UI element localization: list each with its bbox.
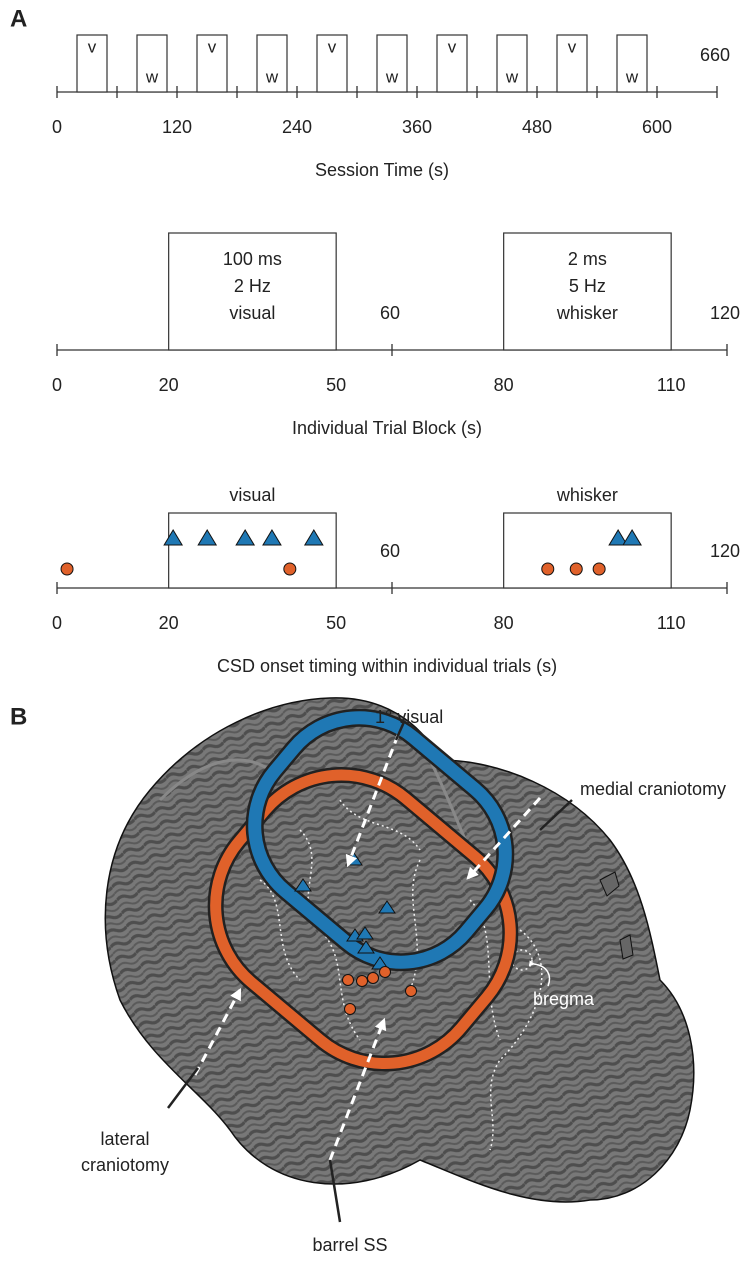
x-tick-label: 240 — [282, 117, 312, 137]
stimulus-block — [256, 34, 288, 93]
stimulus-block — [76, 34, 108, 93]
block-label: whisker — [556, 303, 618, 323]
block-label: whisker — [556, 485, 618, 505]
x-tick-label: 50 — [326, 375, 346, 395]
pointer — [466, 796, 542, 880]
block-label: v — [448, 37, 457, 56]
block-label: 2 ms — [568, 249, 607, 269]
block-label: w — [145, 67, 159, 86]
label: lateral — [100, 1129, 149, 1149]
x-tick-label: 120 — [710, 541, 740, 561]
block-label: w — [625, 67, 639, 86]
stimulus-block — [196, 34, 228, 93]
csd-onset — [60, 562, 74, 576]
csd-onset — [262, 529, 282, 546]
stimulus-block — [616, 34, 648, 93]
leader — [328, 1159, 342, 1223]
csd-onset — [303, 529, 324, 546]
csd-onset — [197, 529, 218, 546]
x-tick-label: 50 — [326, 613, 346, 633]
block-label: 2 Hz — [234, 276, 271, 296]
x-tick-label: 60 — [380, 541, 400, 561]
csd-onset — [608, 529, 629, 546]
block-label: visual — [229, 303, 275, 323]
leader — [394, 721, 406, 741]
x-tick-label: 120 — [710, 303, 740, 323]
x-tick-label: 110 — [657, 375, 686, 395]
brain-diagram: 1° visual medial craniotomy bregma later… — [81, 697, 726, 1255]
axis-title: Session Time (s) — [315, 160, 449, 180]
csd-onset — [622, 529, 642, 546]
block-label: visual — [229, 485, 275, 505]
bregma-arrow — [528, 960, 551, 987]
csd-onset — [163, 529, 184, 546]
label: 1° visual — [375, 707, 443, 727]
block-label: v — [88, 37, 97, 56]
brain-fragment — [599, 871, 634, 960]
stimulus-block — [496, 34, 528, 93]
block-label: w — [265, 67, 279, 86]
x-tick-label: 0 — [52, 613, 62, 633]
csd-onset — [541, 562, 555, 576]
panel-label: B — [10, 703, 27, 730]
csd-site-whisker — [342, 966, 417, 1015]
x-tick-label: 0 — [52, 375, 62, 395]
x-tick-label: 0 — [52, 117, 62, 137]
leader — [167, 1067, 199, 1109]
stimulus-block — [316, 34, 348, 93]
medial-craniotomy — [248, 711, 512, 969]
stimulus-block — [556, 34, 588, 93]
block-label: v — [208, 37, 217, 56]
leader — [539, 799, 573, 831]
axis-title: Individual Trial Block (s) — [292, 418, 482, 438]
label: medial craniotomy — [580, 779, 726, 799]
block-label: w — [505, 67, 519, 86]
stimulus-block — [436, 34, 468, 93]
csd-onset — [283, 562, 297, 576]
stimulus-block — [168, 232, 337, 351]
axis-title: CSD onset timing within individual trial… — [217, 656, 557, 676]
block-label: v — [568, 37, 577, 56]
block-label: v — [328, 37, 337, 56]
label: barrel SS — [312, 1235, 387, 1255]
csd-onset — [592, 562, 606, 576]
block-label: w — [385, 67, 399, 86]
stimulus-block — [136, 34, 168, 93]
x-tick-label: 360 — [402, 117, 432, 137]
x-tick-label: 20 — [159, 613, 179, 633]
x-tick-label: 110 — [657, 613, 686, 633]
csd-onset — [569, 562, 583, 576]
csd-onset — [235, 529, 256, 546]
x-tick-label: 660 — [700, 45, 730, 65]
panel-label: A — [10, 5, 27, 32]
x-tick-label: 80 — [494, 375, 514, 395]
label: craniotomy — [81, 1155, 169, 1175]
x-tick-label: 20 — [159, 375, 179, 395]
block-label: 100 ms — [223, 249, 282, 269]
stimulus-block — [503, 512, 672, 589]
label: bregma — [533, 989, 595, 1009]
x-tick-label: 120 — [162, 117, 192, 137]
pointer — [193, 987, 242, 1076]
x-tick-label: 600 — [642, 117, 672, 137]
stimulus-block — [168, 512, 337, 589]
stimulus-block — [376, 34, 408, 93]
x-tick-label: 480 — [522, 117, 552, 137]
block-label: 5 Hz — [569, 276, 606, 296]
pointer — [328, 1017, 387, 1161]
stimulus-block — [503, 232, 672, 351]
pointer — [345, 734, 400, 868]
x-tick-label: 80 — [494, 613, 514, 633]
x-tick-label: 60 — [380, 303, 400, 323]
